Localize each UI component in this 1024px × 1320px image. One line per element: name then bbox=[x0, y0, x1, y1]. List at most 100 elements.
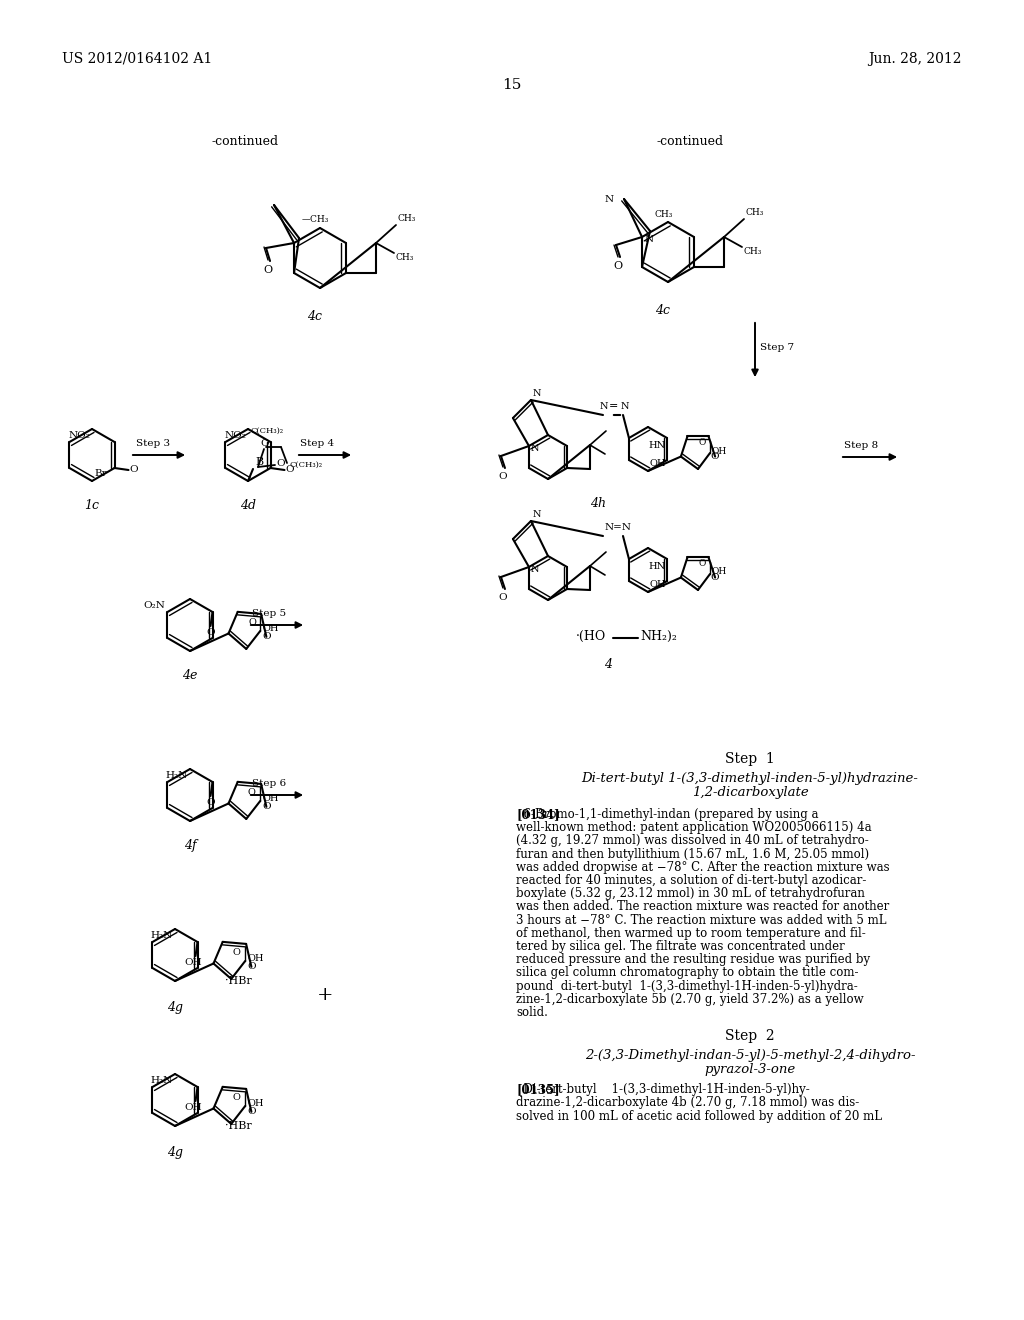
Text: N: N bbox=[605, 194, 614, 203]
Text: Step 6: Step 6 bbox=[252, 779, 286, 788]
Text: was then added. The reaction mixture was reacted for another: was then added. The reaction mixture was… bbox=[516, 900, 889, 913]
Text: OH: OH bbox=[184, 958, 203, 968]
Text: was added dropwise at −78° C. After the reaction mixture was: was added dropwise at −78° C. After the … bbox=[516, 861, 890, 874]
Text: O: O bbox=[698, 558, 706, 568]
Text: O: O bbox=[262, 632, 270, 642]
Text: 1c: 1c bbox=[85, 499, 99, 512]
Text: O: O bbox=[262, 803, 270, 812]
Text: O: O bbox=[263, 265, 272, 275]
Text: US 2012/0164102 A1: US 2012/0164102 A1 bbox=[62, 51, 212, 66]
Text: O: O bbox=[206, 628, 215, 638]
Text: Step 7: Step 7 bbox=[760, 343, 795, 352]
Text: O: O bbox=[499, 593, 507, 602]
Text: 4f: 4f bbox=[183, 840, 197, 851]
Text: tered by silica gel. The filtrate was concentrated under: tered by silica gel. The filtrate was co… bbox=[516, 940, 845, 953]
Text: Step  2: Step 2 bbox=[725, 1030, 775, 1043]
Text: well-known method: patent application WO2005066115) 4a: well-known method: patent application WO… bbox=[516, 821, 871, 834]
Text: reacted for 40 minutes, a solution of di-tert-butyl azodicar-: reacted for 40 minutes, a solution of di… bbox=[516, 874, 866, 887]
Text: -continued: -continued bbox=[656, 135, 724, 148]
Text: O: O bbox=[206, 799, 215, 807]
Text: 4c: 4c bbox=[655, 304, 671, 317]
Text: [0135]: [0135] bbox=[516, 1084, 560, 1096]
Text: NO₂: NO₂ bbox=[69, 432, 90, 440]
Text: Step 4: Step 4 bbox=[300, 440, 334, 447]
Text: 1,2-dicarboxylate: 1,2-dicarboxylate bbox=[691, 785, 808, 799]
Text: O: O bbox=[247, 1107, 256, 1117]
Text: O: O bbox=[711, 451, 720, 461]
Text: OH: OH bbox=[247, 954, 264, 964]
Text: O: O bbox=[276, 458, 286, 467]
Text: O: O bbox=[698, 438, 706, 447]
Text: O: O bbox=[129, 466, 138, 474]
Text: 4g: 4g bbox=[167, 1146, 183, 1159]
Text: Step  1: Step 1 bbox=[725, 752, 775, 766]
Text: B: B bbox=[255, 457, 263, 467]
Text: N: N bbox=[532, 389, 542, 399]
Text: solid.: solid. bbox=[516, 1006, 548, 1019]
Text: O: O bbox=[261, 438, 269, 447]
Text: zine-1,2-dicarboxylate 5b (2.70 g, yield 37.2%) as a yellow: zine-1,2-dicarboxylate 5b (2.70 g, yield… bbox=[516, 993, 863, 1006]
Text: 6-Bromo-1,1-dimethyl-indan (prepared by using a: 6-Bromo-1,1-dimethyl-indan (prepared by … bbox=[516, 808, 818, 821]
Text: 4e: 4e bbox=[182, 669, 198, 682]
Text: 4c: 4c bbox=[307, 310, 323, 323]
Text: OH: OH bbox=[712, 568, 727, 577]
Text: NH₂)₂: NH₂)₂ bbox=[640, 630, 677, 643]
Text: —CH₃: —CH₃ bbox=[302, 215, 330, 224]
Text: N: N bbox=[531, 444, 540, 453]
Text: 15: 15 bbox=[503, 78, 521, 92]
Text: CH₃: CH₃ bbox=[397, 214, 416, 223]
Text: ·HBr: ·HBr bbox=[225, 1121, 252, 1131]
Text: Step 3: Step 3 bbox=[136, 440, 170, 447]
Text: O₂N: O₂N bbox=[143, 601, 166, 610]
Text: ·HBr: ·HBr bbox=[225, 975, 252, 986]
Text: solved in 100 mL of acetic acid followed by addition of 20 mL: solved in 100 mL of acetic acid followed… bbox=[516, 1110, 882, 1122]
Text: O: O bbox=[286, 466, 294, 474]
Text: (4.32 g, 19.27 mmol) was dissolved in 40 mL of tetrahydro-: (4.32 g, 19.27 mmol) was dissolved in 40… bbox=[516, 834, 868, 847]
Text: OH: OH bbox=[247, 1100, 264, 1109]
Text: N: N bbox=[531, 565, 540, 574]
Text: CH₃: CH₃ bbox=[395, 253, 414, 261]
Text: O: O bbox=[499, 473, 507, 480]
Text: 4h: 4h bbox=[590, 498, 606, 510]
Text: furan and then butyllithium (15.67 mL, 1.6 M, 25.05 mmol): furan and then butyllithium (15.67 mL, 1… bbox=[516, 847, 869, 861]
Text: reduced pressure and the resulting residue was purified by: reduced pressure and the resulting resid… bbox=[516, 953, 870, 966]
Text: drazine-1,2-dicarboxylate 4b (2.70 g, 7.18 mmol) was dis-: drazine-1,2-dicarboxylate 4b (2.70 g, 7.… bbox=[516, 1097, 859, 1109]
Text: pyrazol-3-one: pyrazol-3-one bbox=[705, 1063, 796, 1076]
Text: H₂N: H₂N bbox=[151, 1076, 173, 1085]
Text: silica gel column chromatography to obtain the title com-: silica gel column chromatography to obta… bbox=[516, 966, 858, 979]
Text: 3 hours at −78° C. The reaction mixture was added with 5 mL: 3 hours at −78° C. The reaction mixture … bbox=[516, 913, 887, 927]
Text: boxylate (5.32 g, 23.12 mmol) in 30 mL of tetrahydrofuran: boxylate (5.32 g, 23.12 mmol) in 30 mL o… bbox=[516, 887, 865, 900]
Text: Jun. 28, 2012: Jun. 28, 2012 bbox=[868, 51, 962, 66]
Text: 4: 4 bbox=[604, 657, 612, 671]
Text: O: O bbox=[247, 962, 256, 972]
Text: N: N bbox=[644, 235, 653, 244]
Text: N: N bbox=[532, 510, 542, 519]
Text: C(CH₃)₂: C(CH₃)₂ bbox=[289, 461, 323, 469]
Text: O: O bbox=[232, 1093, 241, 1102]
Text: OH: OH bbox=[712, 446, 727, 455]
Text: O: O bbox=[248, 618, 256, 627]
Text: +: + bbox=[316, 986, 333, 1005]
Text: O: O bbox=[248, 788, 255, 797]
Text: N=N: N=N bbox=[605, 523, 632, 532]
Text: C(CH₃)₂: C(CH₃)₂ bbox=[251, 426, 284, 436]
Text: NO₂: NO₂ bbox=[224, 432, 246, 440]
Text: H₂N: H₂N bbox=[166, 771, 188, 780]
Text: of methanol, then warmed up to room temperature and fil-: of methanol, then warmed up to room temp… bbox=[516, 927, 865, 940]
Text: CH₃: CH₃ bbox=[743, 247, 762, 256]
Text: =: = bbox=[608, 401, 617, 411]
Text: O: O bbox=[711, 573, 720, 582]
Text: pound  di-tert-butyl  1-(3,3-dimethyl-1H-inden-5-yl)hydra-: pound di-tert-butyl 1-(3,3-dimethyl-1H-i… bbox=[516, 979, 858, 993]
Text: H₂N: H₂N bbox=[151, 931, 173, 940]
Text: ·(HO: ·(HO bbox=[575, 630, 606, 643]
Text: CH₃: CH₃ bbox=[654, 210, 673, 219]
Text: OH: OH bbox=[262, 795, 279, 804]
Text: [0134]: [0134] bbox=[516, 808, 560, 821]
Text: -continued: -continued bbox=[211, 135, 279, 148]
Text: O: O bbox=[613, 261, 623, 271]
Text: Step 5: Step 5 bbox=[252, 609, 286, 618]
Text: OH: OH bbox=[650, 579, 667, 589]
Text: O: O bbox=[232, 948, 241, 957]
Text: 4d: 4d bbox=[240, 499, 256, 512]
Text: 4g: 4g bbox=[167, 1001, 183, 1014]
